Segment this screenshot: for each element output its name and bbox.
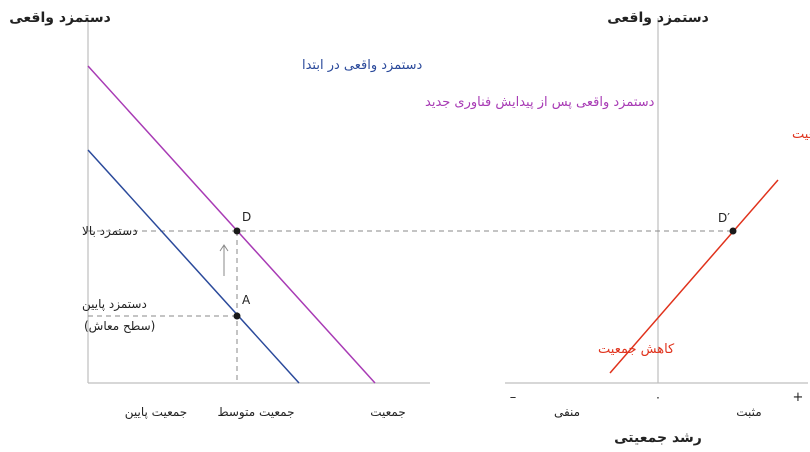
zero-tick: ۰	[655, 390, 661, 404]
legend-initial-label: دستمزد واقعی در ابتدا	[302, 58, 423, 73]
legend-after-label: دستمزد واقعی پس از پیدایش فناوری جدید	[425, 95, 655, 110]
point-a-label: A	[242, 293, 251, 307]
point-d-marker	[233, 227, 241, 235]
left-y-axis-title: دستمزد واقعی	[9, 10, 111, 26]
plus-sign: +	[793, 390, 804, 405]
up-arrow-icon	[219, 244, 229, 276]
x-axis-population-label: جمعیت	[370, 405, 406, 419]
point-a-marker	[233, 312, 241, 320]
y-tick-high-wage: دستمزد بالا	[82, 224, 138, 239]
negative-tick: منفی	[554, 405, 580, 419]
y-tick-low-wage: دستمزد پایین	[82, 297, 147, 312]
point-d-prime-label: D′	[718, 211, 730, 225]
minus-sign: –	[510, 390, 517, 405]
right-y-axis-title: دستمزد واقعی	[607, 10, 709, 26]
right-x-axis-title: رشد جمعیتی	[614, 430, 702, 446]
point-d-prime-marker	[729, 227, 737, 235]
x-tick-low-population: جمعیت پایین	[125, 405, 187, 420]
positive-tick: مثبت	[736, 405, 761, 419]
x-tick-mid-population: جمعیت متوسط	[217, 405, 294, 420]
label-population-increase: افزایش جمعیت	[792, 127, 810, 142]
label-population-decrease: کاهش جمعیت	[598, 342, 675, 357]
point-d-label: D	[242, 210, 251, 224]
population-growth-line	[609, 179, 779, 374]
initial-wage-line	[87, 149, 300, 384]
y-tick-subsistence: (سطح معاش)	[84, 319, 155, 334]
after-tech-wage-line	[87, 65, 376, 384]
